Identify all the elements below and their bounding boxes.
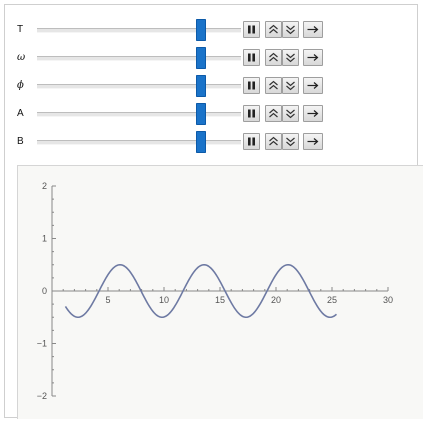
double-chevron-down-icon <box>285 136 296 147</box>
parameter-label: A <box>17 108 24 119</box>
parameter-row-4: A <box>5 103 417 125</box>
plot-panel: 5 10 15 20 25 30 −2 −1 0 1 2 <box>17 165 423 419</box>
double-chevron-up-icon <box>268 136 279 147</box>
x-tick-label: 5 <box>105 295 110 305</box>
faster-button[interactable] <box>265 133 282 150</box>
parameter-slider-thumb[interactable] <box>196 47 207 69</box>
parameter-label: T <box>17 24 24 35</box>
pause-icon <box>247 81 256 90</box>
direction-button[interactable] <box>303 105 323 122</box>
pause-icon <box>247 53 256 62</box>
arrow-right-icon <box>307 137 319 146</box>
parameter-slider-thumb[interactable] <box>196 103 207 125</box>
y-tick-label: 1 <box>42 234 47 244</box>
arrow-right-icon <box>307 25 319 34</box>
parameter-slider-track[interactable] <box>37 84 241 89</box>
y-tick-label: 0 <box>42 286 47 296</box>
wave-plot: 5 10 15 20 25 30 −2 −1 0 1 2 <box>37 181 393 401</box>
parameter-slider-track[interactable] <box>37 28 241 33</box>
parameter-slider-track[interactable] <box>37 140 241 145</box>
slower-button[interactable] <box>282 77 299 94</box>
pause-button[interactable] <box>243 49 260 66</box>
parameter-row-1: T <box>5 19 417 41</box>
slower-button[interactable] <box>282 105 299 122</box>
arrow-right-icon <box>307 81 319 90</box>
pause-button[interactable] <box>243 21 260 38</box>
parameter-label: ω <box>17 52 26 63</box>
x-tick-label: 15 <box>215 295 225 305</box>
pause-icon <box>247 137 256 146</box>
parameter-label: ϕ <box>17 80 24 91</box>
x-tick-label: 30 <box>383 295 393 305</box>
parameter-slider-track[interactable] <box>37 56 241 61</box>
double-chevron-down-icon <box>285 108 296 119</box>
double-chevron-up-icon <box>268 52 279 63</box>
pause-button[interactable] <box>243 105 260 122</box>
slower-button[interactable] <box>282 49 299 66</box>
direction-button[interactable] <box>303 21 323 38</box>
direction-button[interactable] <box>303 133 323 150</box>
x-tick-label: 20 <box>271 295 281 305</box>
pause-icon <box>247 25 256 34</box>
pause-button[interactable] <box>243 77 260 94</box>
x-tick-label: 10 <box>159 295 169 305</box>
parameter-row-3: ϕ <box>5 75 417 97</box>
x-tick-label: 25 <box>327 295 337 305</box>
faster-button[interactable] <box>265 49 282 66</box>
direction-button[interactable] <box>303 77 323 94</box>
double-chevron-down-icon <box>285 52 296 63</box>
faster-button[interactable] <box>265 21 282 38</box>
double-chevron-down-icon <box>285 80 296 91</box>
parameter-slider-thumb[interactable] <box>196 75 207 97</box>
arrow-right-icon <box>307 109 319 118</box>
parameter-row-2: ω <box>5 47 417 69</box>
double-chevron-down-icon <box>285 24 296 35</box>
parameter-slider-thumb[interactable] <box>196 19 207 41</box>
double-chevron-up-icon <box>268 108 279 119</box>
slower-button[interactable] <box>282 133 299 150</box>
parameter-row-5: B <box>5 131 417 153</box>
y-tick-label: −1 <box>37 339 47 349</box>
parameter-slider-thumb[interactable] <box>196 131 207 153</box>
series-line-1 <box>64 263 338 319</box>
faster-button[interactable] <box>265 77 282 94</box>
parameter-label: B <box>17 136 24 147</box>
pause-button[interactable] <box>243 133 260 150</box>
pause-icon <box>247 109 256 118</box>
y-tick-label: −2 <box>37 391 47 401</box>
faster-button[interactable] <box>265 105 282 122</box>
double-chevron-up-icon <box>268 24 279 35</box>
arrow-right-icon <box>307 53 319 62</box>
slower-button[interactable] <box>282 21 299 38</box>
y-tick-label: 2 <box>42 181 47 191</box>
double-chevron-up-icon <box>268 80 279 91</box>
direction-button[interactable] <box>303 49 323 66</box>
parameter-slider-track[interactable] <box>37 112 241 117</box>
